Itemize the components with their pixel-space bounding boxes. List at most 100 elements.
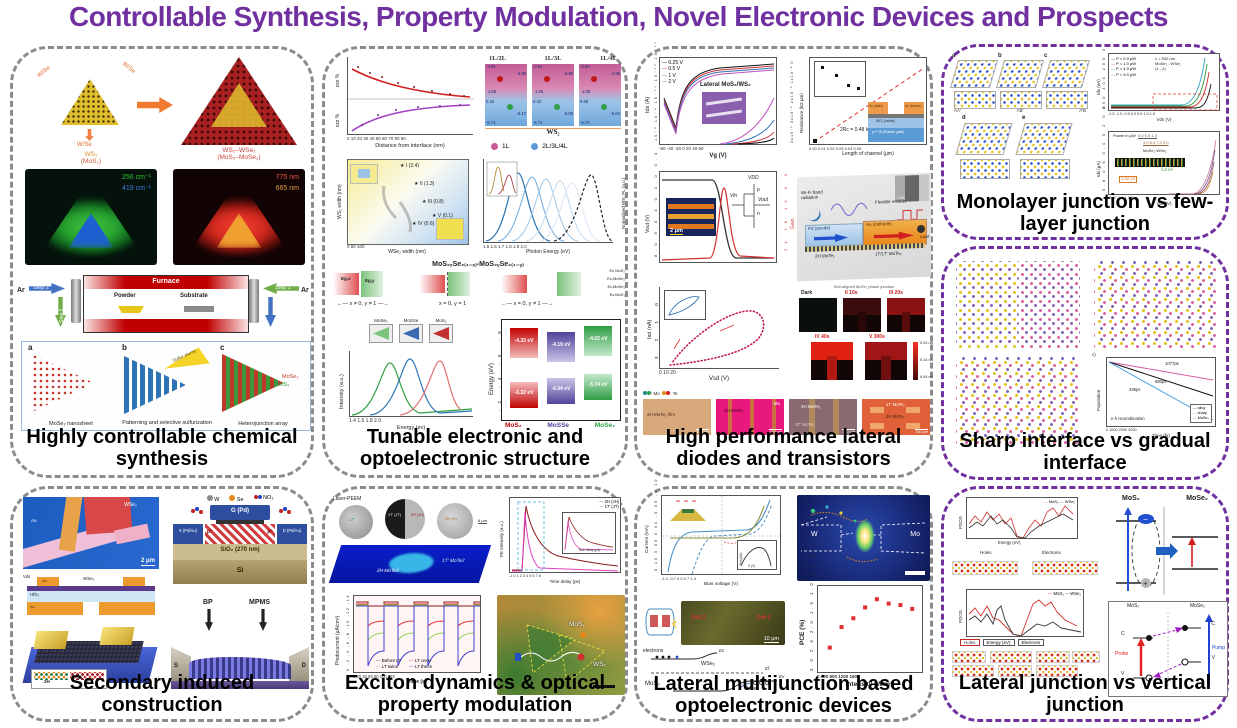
film-g: 2H MoTe₂ 1T' MoTe₂ 150 μm	[789, 399, 857, 435]
sharp-interface-lattice	[956, 261, 1080, 349]
step1-arrow-icon	[55, 297, 66, 327]
alloy-lattice	[956, 357, 1080, 445]
bp-mpms-schematic: BP MPMS S D	[171, 599, 309, 695]
panel-title: Tunable electronic and optoelectronic st…	[359, 426, 591, 470]
film-e: 2H MoTe₂ film 150 μm	[643, 399, 711, 435]
inverter-optical-inset: 2 μm	[666, 198, 716, 236]
cells-optical: Cell 2 Cell 1 10 μm	[681, 601, 785, 645]
svg-text:−: −	[1143, 515, 1148, 524]
pe-decay-plot: — 2H (JH) — 1T' (JT) Time delay (ps) PE …	[499, 497, 621, 584]
no2-molecule-icon	[279, 507, 291, 515]
device-stack-inset: Au (drain) Au (source) SiO₂ (oxide) p++ …	[868, 102, 924, 142]
panel-secondary: WSe₂ Au 2 μm W Se NO₂ G (Pd) S (Pd/Au) p…	[10, 486, 314, 722]
panel-title: High performance lateral diodes and tran…	[665, 426, 902, 470]
device-optical-image: WSe₂ Au 2 μm	[23, 497, 159, 569]
photocurrent-plot: — Before LT — LT once — LT twice — LT th…	[333, 593, 489, 695]
vertical-junction-diagram: MoS₂ MoSe₂ − +	[1116, 495, 1218, 595]
step2-arrow-icon: Step 2	[29, 283, 65, 294]
heterostructure-optical: MoS₂ WS₂	[497, 595, 625, 695]
bottom-gate-left: Au	[27, 602, 83, 615]
wse-arrow-icon	[85, 129, 94, 141]
powder-boat	[118, 306, 144, 313]
wse-arrow-label: W/Se	[36, 65, 52, 80]
width-scatter-plot: ★ I (2.4) ★ II (1.3) ★ III (0.8) ★ V (0.…	[333, 159, 473, 257]
panel-multijunction: Pel (μW) V (V) Current (mA) 0.10 0.05 0.…	[634, 478, 933, 722]
furnace-heater-bottom	[84, 319, 248, 332]
band-alignment-chart: -4.33 eV -6.32 eV -4.19 eV -6.04 eV -4.0…	[485, 319, 625, 435]
source-electrode: S (Pd/Au)	[173, 524, 203, 544]
inverter-circuit: VDD p n Vin Vout	[730, 175, 770, 228]
small-crystal-label: WS₂ (MoS₂)	[80, 151, 102, 166]
panel-title: Monolayer junction vs few-layer junction	[956, 191, 1214, 235]
hfo2-layer: HfO₂	[27, 591, 155, 602]
growth-arrow-icon	[137, 97, 173, 113]
page-title: Controllable Synthesis, Property Modulat…	[68, 1, 1169, 32]
gold-electrode	[33, 631, 69, 649]
pce-data-point	[863, 605, 868, 610]
panel-title: Highly controllable chemical synthesis	[26, 426, 298, 470]
film-h: 1T' MoTe₂ 2H MoTe₂ 150 μm	[862, 399, 930, 435]
band-col-1: -3.91 -4.95 1.06 0.34 -5.17 -5.71	[485, 64, 527, 126]
iv-plot-fewlayer: Power in μW 0.0 0.5 1.3 3.0 5.0 7.0 9.0 …	[1094, 103, 1226, 213]
transfer-curve-plot: — 0.25 V — 0.5 V — 1 V — 2 V Lateral MoS…	[645, 40, 794, 159]
band-diagram: electrons Ec WSe₂ Ef MoS₂ Ev holes	[643, 648, 785, 692]
gate-electrode: G (Pd)	[210, 505, 270, 520]
step1-arrow-icon: Step 1	[263, 283, 299, 294]
map-10s	[843, 298, 881, 332]
raman-peak-2: 419 cm⁻¹	[122, 185, 151, 192]
phase-inset: 2H 1T'	[31, 669, 107, 689]
decay-legend: — 2H (JH) — 1T' (JT)	[599, 499, 619, 510]
ar-label: Ar	[17, 287, 25, 294]
inset-schematic	[436, 218, 464, 240]
panel-sharp-interface: c) 1077ps 680ps 336ps e-h recombination …	[941, 246, 1229, 480]
band-col-2: -3.91 -4.96 1.05 0.42 -5.09 -5.71	[532, 64, 574, 126]
tube-flange	[249, 279, 259, 323]
substrate-label: Substrate	[180, 293, 208, 299]
subpanel-c: c MoSe₂ MoS₂ Heterojunction array	[220, 343, 299, 427]
cvd-furnace-schematic: Ar Step 2 Step 1 Furnace Powder Substrat…	[13, 271, 311, 337]
wifi-icon	[802, 203, 824, 225]
pce-data-point	[898, 603, 903, 608]
svg-text:+: +	[1143, 579, 1148, 588]
furnace-heater-top: Furnace	[84, 276, 248, 289]
tube-flange	[71, 279, 81, 323]
peem-sphere-2: 1T' (JT) 2H (JH)	[385, 499, 425, 539]
pce-data-point	[886, 601, 891, 606]
pce-plot: PCE (%) 3.0 2.5 2.0 1.5 1.0 0.5 0 0 400 …	[795, 552, 930, 697]
hysteresis-loop-plot: Isd (nA) 3 2 1 0 0 10 20 Vsd (V)	[643, 287, 791, 387]
alloy-pl-spectra: MoSe₂ MoSSe MoS₂ Intensity (a.u.) 1.4 1.…	[333, 318, 479, 435]
junction-band-strip	[1115, 158, 1185, 167]
multijunction-schematic: Cell 2 Cell 1 10 μm electrons Ec WSe₂ Ef…	[643, 601, 789, 697]
pl-spectra-plot: Normalized WS₂ PL (a.u.) 1.5 1.6 1.7 1.8…	[479, 159, 627, 257]
ripple-device: S D	[171, 637, 309, 689]
fluorescence-maps: 256 cm⁻¹ 419 cm⁻¹ 775 nm 665 nm	[13, 169, 311, 267]
si-layer: Si	[173, 560, 307, 584]
axis-bracket-labels: Holes Energy (eV) Electrons	[960, 639, 1090, 646]
stacking-lattices: a b c AA' AB' A'B d e	[949, 53, 1091, 189]
panel-synthesis: W/Se W/Se W/Se WS₂ (MoS₂) WS₂–WSe₂ (MoS₂–M…	[10, 46, 314, 478]
no2-molecule-icon	[191, 507, 203, 515]
no2-sensor-schematic: W Se NO₂ G (Pd) S (Pd/Au) p⁺ p⁺ D (Pd/Au…	[171, 495, 309, 595]
decay-inset: Time delay (ps)	[562, 512, 616, 554]
map-dark	[799, 298, 837, 332]
layer-band-diagrams: 1L/2L 1L/3L 1L/4L -3.91 -4.95 1.06 0.34 …	[485, 55, 621, 150]
panel-monolayer: a b c AA' AB' A'B d e	[941, 44, 1229, 240]
power-legend: — P = 0.0 μW — P = 1.0 μW — P = 4.0 μW —…	[1111, 56, 1137, 77]
strain-plot: εxx % εzz % 0 10 20 30 40 50 60 70 80 90…	[333, 57, 479, 153]
band-blocks: Eg,x Eg,y	[333, 271, 583, 297]
au-pad	[123, 577, 145, 586]
raman-peak-1: 256 cm⁻¹	[122, 174, 151, 181]
panel-junction: — MoS₂ — WSe₂ PDOS Energy (eV) Holes Ele…	[941, 486, 1229, 722]
phase-device-3d: 2H 1T'	[22, 625, 159, 691]
pdos-plot-2: — MoS₂ — WSe₂ PDOS Holes Energy (eV) Ele…	[950, 589, 1100, 693]
patterning-figure: a MoSe₂ nanosheet b Sulfur plume Pattern…	[21, 341, 311, 431]
crystal-growth-figure: W/Se W/Se W/Se WS₂ (MoS₂) WS₂–WSe₂ (MoS₂–M…	[13, 55, 311, 167]
panel-exciton: Laser-PEEM 1T' 1T' (JT) 2H (JH) 2H (H) 8…	[322, 486, 628, 722]
percentage-change-inset	[814, 61, 866, 97]
atom-legend: W Se NO₂	[171, 495, 309, 503]
substrate-slab	[184, 306, 214, 312]
map-20s	[887, 298, 925, 332]
mose2-triangle	[32, 354, 94, 412]
emission-hotspot	[855, 519, 875, 553]
